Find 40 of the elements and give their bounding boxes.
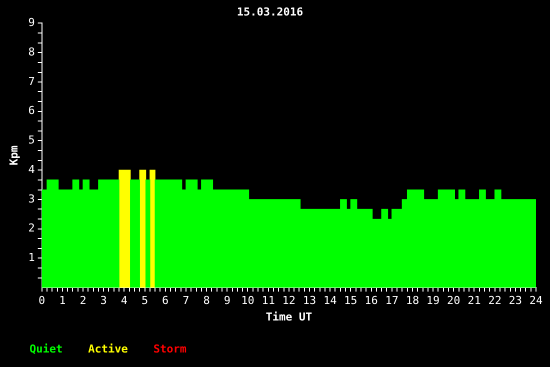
x-tick-label: 1 [59,294,66,308]
x-tick-label: 6 [162,294,169,308]
x-tick-label: 3 [100,294,107,308]
x-tick-label: 2 [80,294,86,308]
x-tick-label: 23 [508,294,522,308]
y-tick-label: 8 [28,45,35,58]
x-tick-label: 14 [323,294,338,308]
x-tick-label: 12 [282,294,296,308]
y-tick-label: 9 [28,16,35,30]
x-axis-title: Time UT [266,310,312,324]
x-tick-label: 20 [447,294,460,308]
y-tick-label: 3 [28,192,35,206]
x-tick-label: 17 [385,294,398,308]
y-tick-label: 2 [28,222,35,235]
chart-title: 15.03.2016 [236,5,304,18]
x-tick-label: 16 [364,294,378,308]
text: Active [88,342,128,356]
x-tick-label: 0 [38,294,46,308]
y-tick-label: 5 [28,134,35,147]
x-tick-label: 21 [468,294,481,308]
x-tick-label: 15 [344,294,358,308]
y-tick-label: 6 [28,104,35,118]
x-tick-label: 7 [182,294,190,308]
text: Quiet [30,342,63,356]
x-tick-label: 4 [120,294,128,308]
y-axis-title: Kpm [7,145,20,166]
y-tick-label: 7 [28,74,35,88]
x-tick-label: 24 [529,294,543,308]
x-tick-label: 10 [241,294,254,308]
x-tick-label: 19 [426,294,440,308]
x-tick-label: 8 [203,294,210,308]
x-tick-label: 13 [302,294,316,308]
text: Storm [153,342,187,356]
x-tick-label: 11 [262,294,275,308]
x-tick-label: 9 [224,294,230,308]
x-tick-label: 18 [406,294,420,308]
y-tick-label: 1 [28,251,35,264]
x-tick-label: 22 [488,294,502,308]
x-tick-label: 5 [141,294,148,308]
y-tick-label: 4 [28,162,36,176]
